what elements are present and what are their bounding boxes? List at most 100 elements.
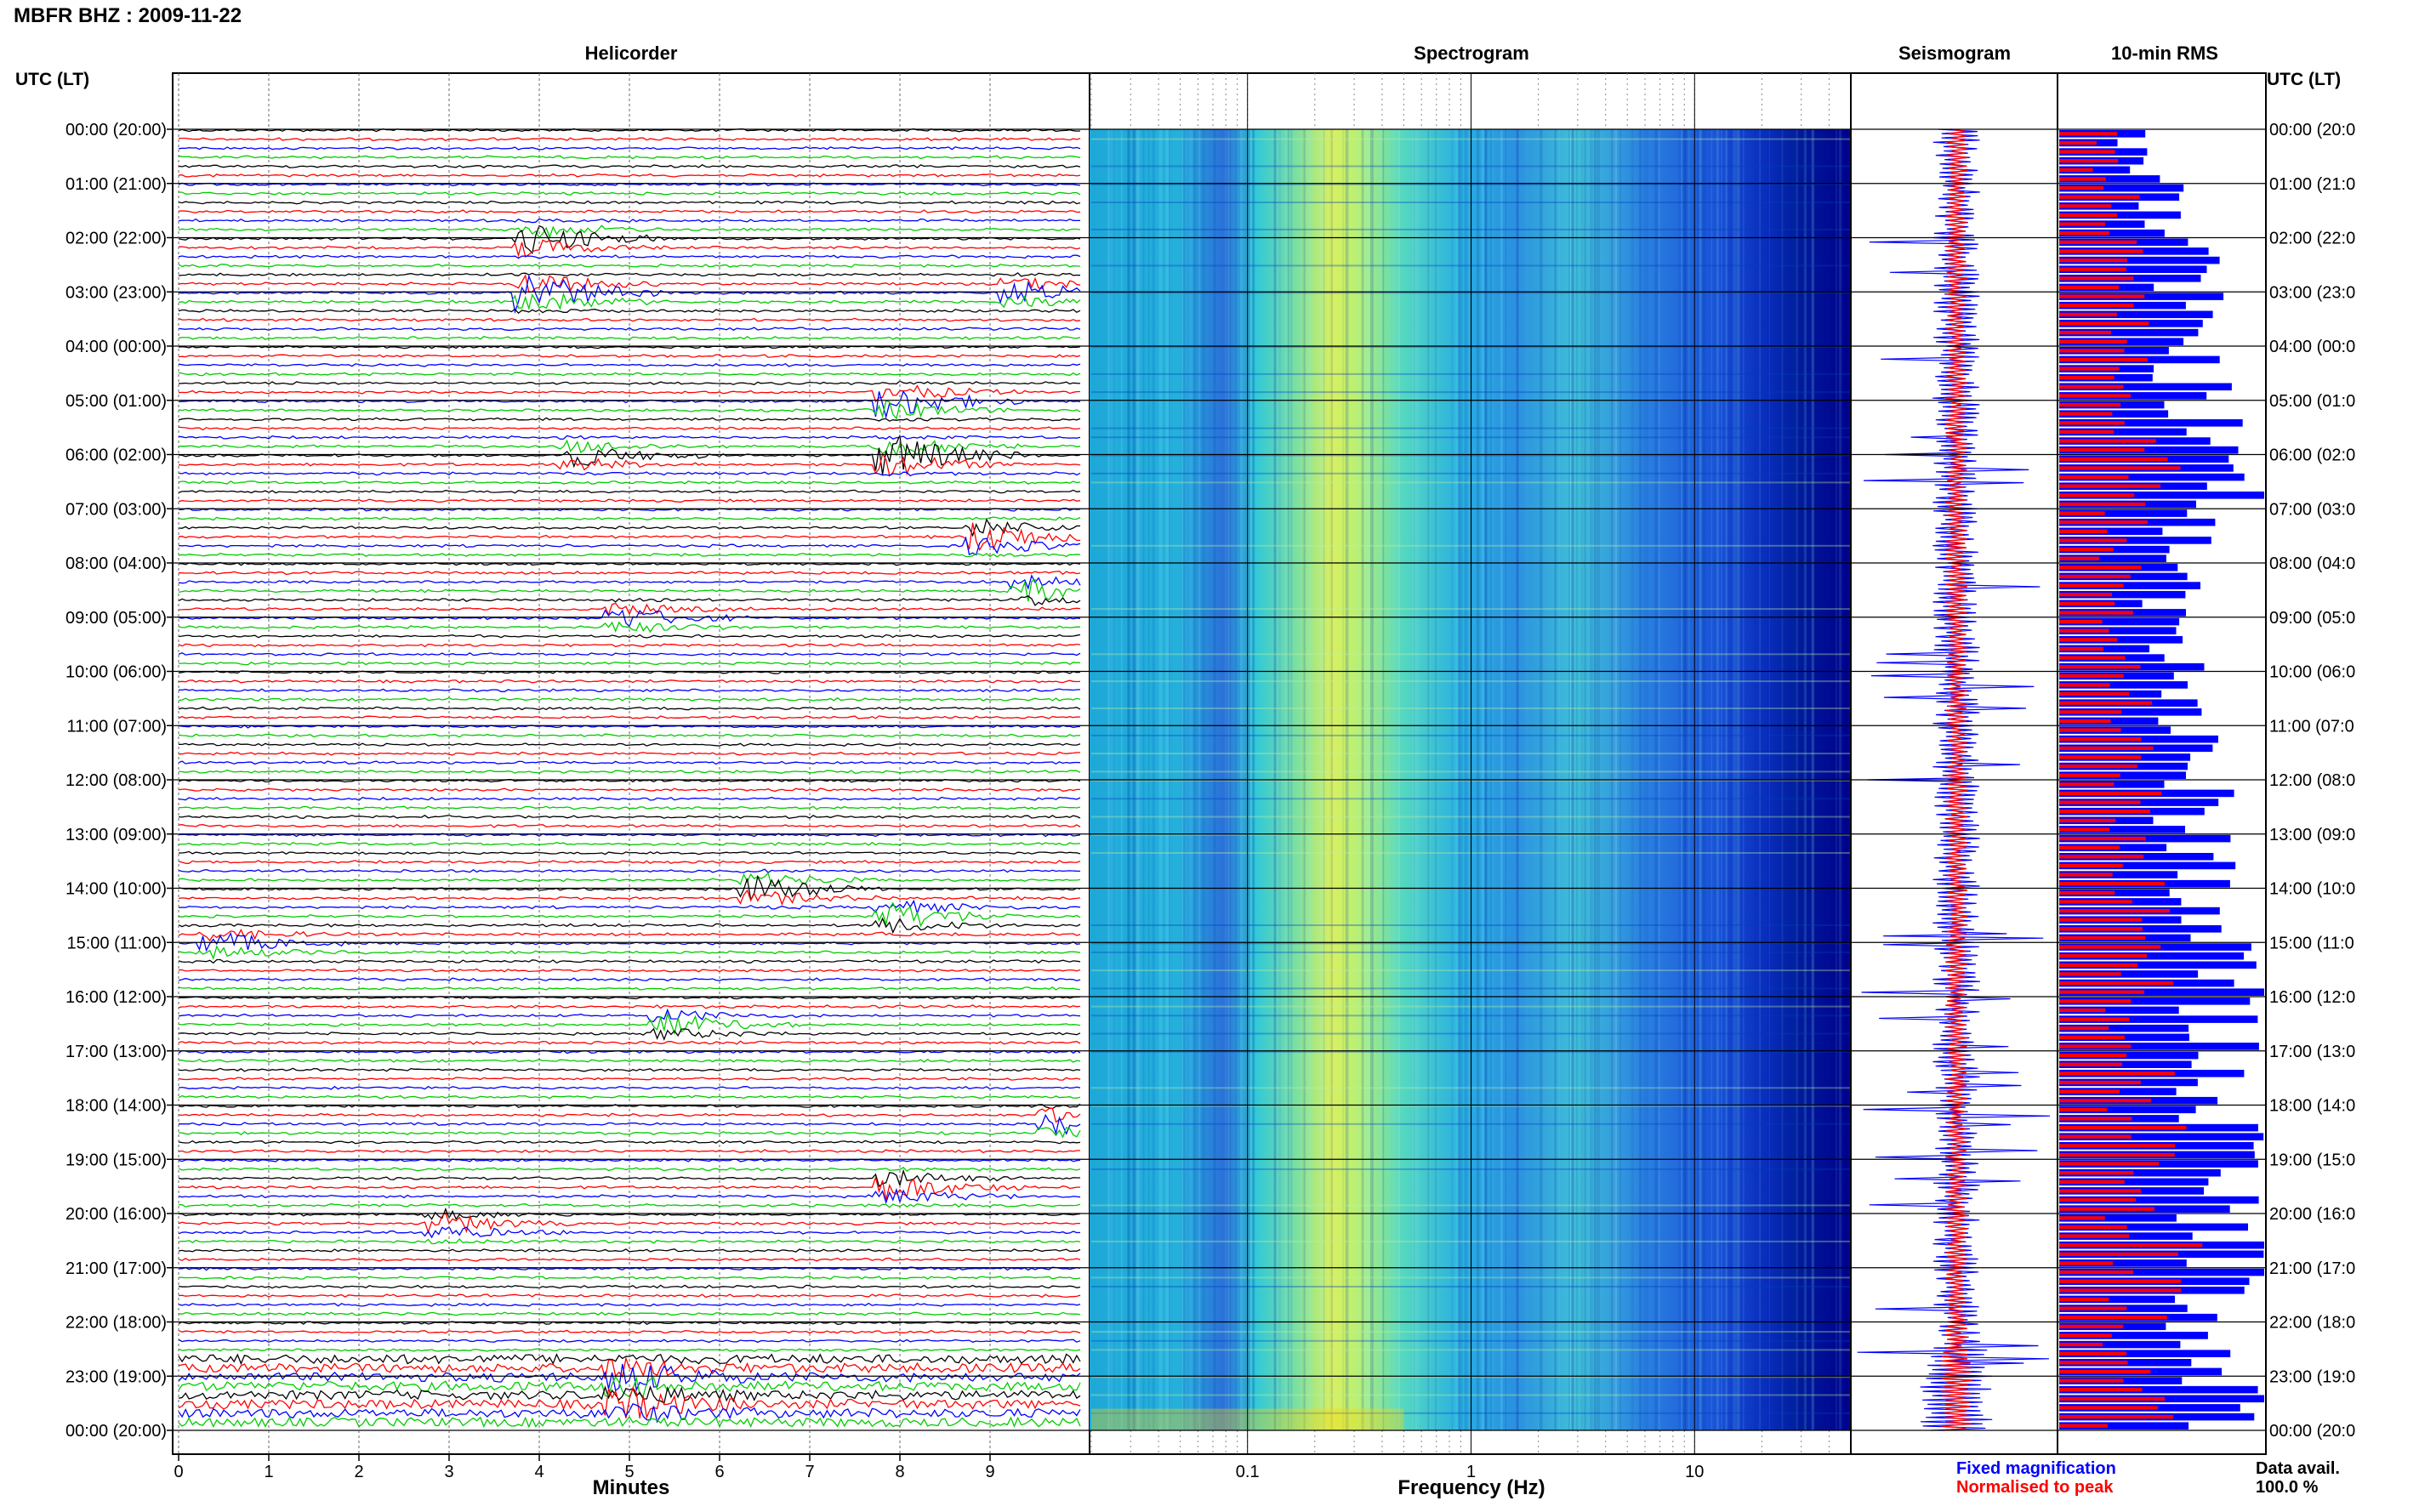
spectrogram-x-tick-label: 1 — [1466, 1463, 1476, 1481]
rms-bar-fixed — [2059, 1385, 2258, 1394]
rms-bar-normalised — [2059, 873, 2113, 877]
rms-bar-normalised — [2059, 1333, 2112, 1338]
rms-bar-normalised — [2059, 800, 2141, 804]
time-label-right: 11:00 (07:0 — [2269, 717, 2354, 736]
rms-bar-fixed — [2059, 1024, 2189, 1032]
rms-bar-fixed — [2059, 256, 2220, 264]
rms-bar-normalised — [2059, 457, 2168, 461]
helicorder-x-tick-label: 5 — [624, 1463, 634, 1481]
rms-bar-fixed — [2059, 410, 2169, 418]
rms-bar-fixed — [2059, 265, 2207, 273]
helicorder-trace — [178, 742, 1081, 747]
rms-bar-normalised — [2059, 1207, 2154, 1211]
time-label-right: 09:00 (05:0 — [2269, 609, 2355, 628]
rms-bar-normalised — [2059, 429, 2114, 435]
rms-bar-fixed — [2059, 617, 2180, 626]
helicorder-trace — [178, 1094, 1081, 1100]
helicorder-trace — [178, 239, 1081, 259]
rms-bar-fixed — [2059, 419, 2243, 427]
rms-title: 10-min RMS — [2111, 43, 2218, 64]
helicorder-x-ticks: 0 1 2 3 4 5 6 7 8 9 — [174, 73, 995, 1481]
rms-bar-normalised — [2059, 1342, 2103, 1347]
helicorder-trace — [178, 634, 1081, 639]
rms-bar-normalised — [2059, 204, 2112, 208]
rms-bar-fixed — [2059, 708, 2202, 716]
time-label-right: 22:00 (18:0 — [2269, 1314, 2355, 1333]
time-label-right: 21:00 (17:0 — [2269, 1259, 2355, 1278]
rms-bar-fixed — [2059, 771, 2186, 779]
helicorder-x-tick-label: 6 — [714, 1463, 724, 1481]
rms-bar-fixed — [2059, 166, 2131, 174]
helicorder-trace — [178, 574, 1081, 590]
rms-bars — [2059, 130, 2264, 1430]
time-label-left: 05:00 (01:00) — [65, 392, 167, 411]
time-label-left: 07:00 (03:00) — [65, 500, 167, 519]
rms-bar-normalised — [2059, 935, 2146, 941]
rms-bar-normalised — [2059, 1406, 2159, 1410]
rms-bar-normalised — [2059, 674, 2124, 678]
helicorder-trace — [178, 1166, 1081, 1172]
data-avail-value: 100.0 % — [2256, 1478, 2319, 1497]
helicorder-trace — [178, 1207, 1081, 1220]
rms-bar-normalised — [2059, 177, 2106, 181]
rms-bar-normalised — [2059, 855, 2144, 859]
rms-bar-normalised — [2059, 1035, 2126, 1039]
rms-bar-normalised — [2059, 646, 2104, 651]
time-label-right: 12:00 (08:0 — [2269, 771, 2355, 790]
rms-bar-normalised — [2059, 258, 2127, 263]
rms-bar-normalised — [2059, 1225, 2127, 1230]
rms-bar-fixed — [2059, 1133, 2264, 1140]
rms-bar-fixed — [2059, 871, 2178, 878]
rms-bar-fixed — [2059, 826, 2185, 833]
time-label-left: 00:00 (20:00) — [65, 121, 167, 139]
rms-bar-normalised — [2059, 1243, 2203, 1248]
rms-bar-fixed — [2059, 970, 2199, 978]
rms-bar-normalised — [2059, 538, 2127, 543]
helicorder-trace — [178, 968, 1081, 973]
rms-bar-normalised — [2059, 1026, 2109, 1031]
rms-bar-normalised — [2059, 439, 2156, 443]
helicorder-trace — [178, 661, 1080, 666]
rms-bar-normalised — [2059, 195, 2140, 199]
rms-bar-fixed — [2059, 1051, 2199, 1060]
rms-bar-normalised — [2059, 357, 2148, 362]
rms-bar-normalised — [2059, 1017, 2130, 1021]
rms-bar-normalised — [2059, 276, 2134, 281]
time-label-right: 04:00 (00:0 — [2269, 338, 2355, 356]
helicorder-trace — [178, 1049, 1081, 1054]
rms-bar-normalised — [2059, 601, 2114, 605]
rms-bar-fixed — [2059, 1043, 2259, 1050]
helicorder-trace — [178, 417, 1081, 422]
rms-bar-fixed — [2059, 537, 2211, 544]
helicorder-trace — [178, 522, 1080, 551]
seismogram-panel — [1850, 72, 2058, 1455]
rms-bar-fixed — [2059, 1259, 2187, 1267]
rms-bar-fixed — [2059, 1196, 2259, 1204]
seismogram-title: Seismogram — [1898, 43, 2011, 64]
rms-bar-fixed — [2059, 383, 2232, 391]
rms-bar-normalised — [2059, 1071, 2175, 1076]
spectrogram-title: Spectrogram — [1414, 43, 1529, 64]
rms-bar-normalised — [2059, 304, 2134, 308]
time-label-left: 06:00 (02:00) — [65, 446, 167, 465]
helicorder-trace — [178, 1008, 1081, 1022]
rms-bar-normalised — [2059, 638, 2118, 642]
rms-bar-normalised — [2059, 1179, 2125, 1184]
helicorder-trace — [178, 874, 1081, 902]
helicorder-x-tick-label: 3 — [444, 1463, 453, 1481]
time-labels-right: 00:00 (20:0 01:00 (21:0 02:00 (22:0 03:00 (… — [2269, 121, 2355, 1441]
rms-bar-normalised — [2059, 448, 2145, 452]
helicorder-panel — [172, 72, 1090, 1455]
rms-bar-normalised — [2059, 222, 2105, 226]
time-label-right: 00:00 (20:0 — [2269, 121, 2355, 139]
rms-bar-normalised — [2059, 493, 2135, 497]
rms-bar-normalised — [2059, 321, 2149, 326]
rms-bar-fixed — [2059, 627, 2177, 634]
rms-bar-normalised — [2059, 267, 2126, 271]
rms-bar-normalised — [2059, 1117, 2132, 1121]
rms-bar-fixed — [2059, 1106, 2196, 1114]
helicorder-trace — [178, 815, 1081, 819]
helicorder-x-tick-label: 1 — [264, 1463, 273, 1481]
rms-bar-normalised — [2059, 611, 2133, 615]
helicorder-trace — [178, 706, 1081, 711]
